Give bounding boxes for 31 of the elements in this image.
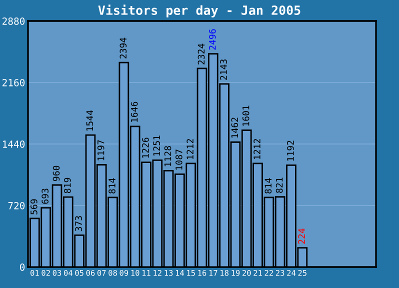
data-label: 960 [52, 166, 60, 182]
chart-title: Visitors per day - Jan 2005 [98, 4, 300, 18]
data-label: 1462 [231, 118, 238, 138]
y-tick-label: 0 [20, 264, 25, 271]
data-label: 1601 [242, 106, 250, 126]
data-label: 1212 [254, 139, 260, 159]
data-label: 1251 [153, 136, 160, 156]
data-label: 814 [108, 178, 116, 194]
data-label: 693 [42, 188, 48, 204]
y-tick-label: 720 [8, 202, 25, 210]
data-label: 1197 [97, 140, 104, 160]
data-label: 1226 [142, 138, 149, 158]
y-tick-label: 2160 [2, 79, 25, 86]
data-label: 814 [264, 178, 272, 194]
data-label: 1212 [186, 139, 194, 159]
data-label: 1544 [86, 110, 94, 131]
data-label: 819 [64, 178, 71, 194]
data-label: 1192 [287, 140, 294, 161]
data-label: 373 [75, 216, 82, 232]
data-label: 224 [298, 228, 305, 244]
data-label: 1128 [164, 146, 172, 166]
y-tick-label: 1440 [2, 140, 25, 148]
y-tick-label: 2880 [2, 18, 25, 25]
data-label: 2394 [120, 38, 127, 58]
data-label: 1646 [130, 102, 138, 122]
data-label: 821 [276, 178, 283, 193]
data-label: 2143 [220, 59, 227, 80]
data-label: 2324 [198, 44, 205, 64]
data-label: 2496 [208, 29, 216, 50]
data-label: 569 [30, 199, 38, 214]
data-label: 1087 [176, 150, 182, 170]
